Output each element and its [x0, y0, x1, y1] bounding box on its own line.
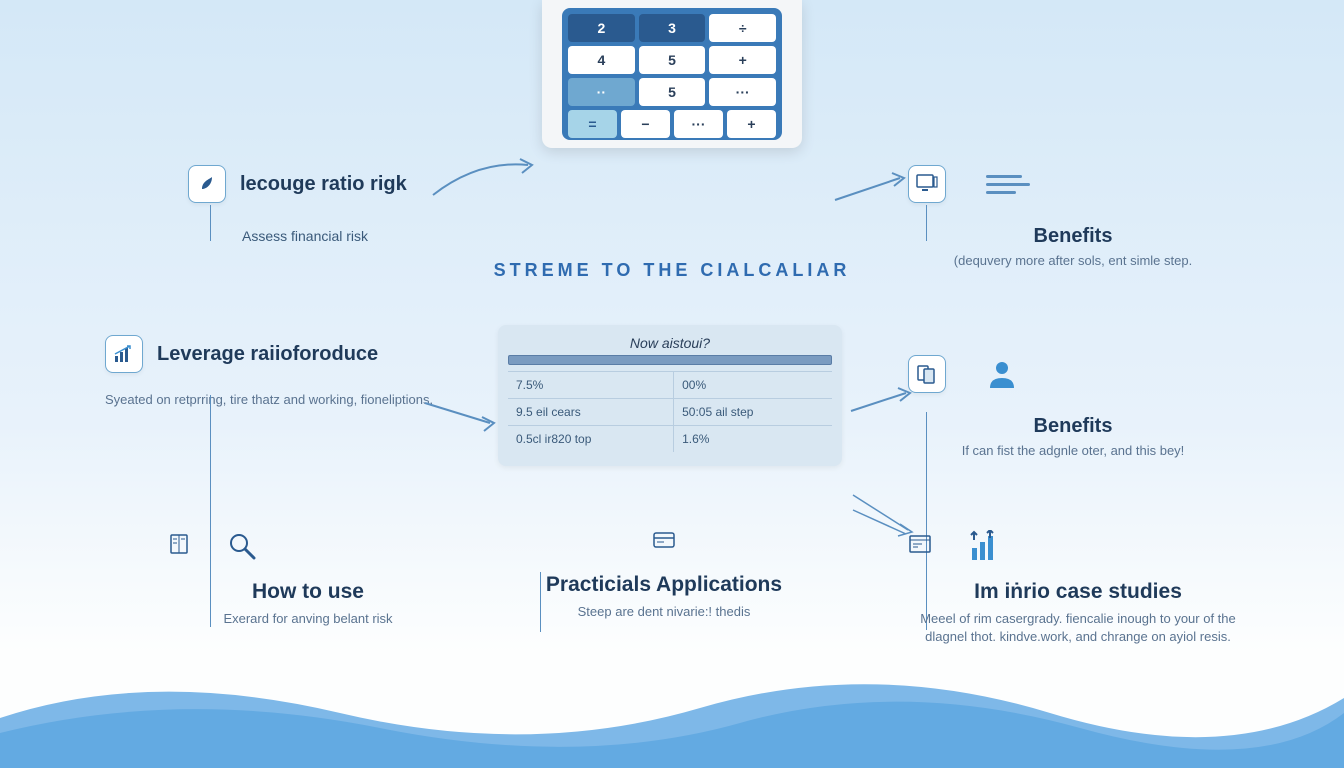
node-sub: Syeated on retprring, tire thatz and wor…	[105, 391, 465, 409]
wave-decoration	[0, 658, 1344, 768]
node-case: Im iṅrio case studies Meeel of rim caser…	[908, 530, 1248, 645]
cell: 7.5%	[508, 372, 674, 399]
calc-key: =	[568, 110, 617, 138]
arrow	[830, 170, 910, 210]
lines-icon	[986, 175, 1030, 194]
calc-key: −	[621, 110, 670, 138]
bars-up-icon	[968, 530, 1004, 562]
card-icon	[652, 530, 676, 555]
calc-key: 5	[639, 46, 706, 74]
notebook-icon	[168, 533, 190, 560]
node-sub: Assess financial risk	[242, 227, 528, 246]
connector	[540, 572, 541, 632]
node-title: Benefits	[908, 225, 1238, 248]
calc-key: 2	[568, 14, 635, 42]
node-leverage: Leverage raiioforoduce Syeated on retprr…	[105, 335, 465, 409]
chart-up-icon	[105, 335, 143, 373]
node-title: lecouge ratio rigk	[240, 173, 407, 196]
connector	[926, 205, 927, 241]
calc-key: +	[709, 46, 776, 74]
curved-arrow	[428, 155, 538, 205]
calc-key: ÷	[709, 14, 776, 42]
calc-key: 4	[568, 46, 635, 74]
table-header: Now aistoui?	[508, 335, 832, 351]
node-title: Im iṅrio case studies	[908, 580, 1248, 604]
cell: 9.5 eil cears	[508, 399, 674, 426]
calc-key: 5	[639, 78, 706, 106]
leaf-icon	[188, 165, 226, 203]
arrow	[420, 395, 500, 435]
table-bar	[508, 355, 832, 365]
calculator-graphic: 2 3 ÷ 4 5 + ·· 5 ··· = − ··· +	[542, 0, 802, 148]
node-benefits-1: Benefits (dequvery more after sols, ent …	[908, 165, 1238, 270]
calc-key: ··	[568, 78, 635, 106]
person-icon	[986, 358, 1018, 390]
calc-key: ···	[709, 78, 776, 106]
calc-key: 3	[639, 14, 706, 42]
node-sub: If can fist the adgnle oter, and this be…	[908, 442, 1238, 460]
node-title: Practicials Applications	[504, 573, 824, 597]
node-sub: Exerard for anving belant risk	[168, 610, 448, 628]
cell: 1.6%	[674, 426, 832, 453]
cell: 00%	[674, 372, 832, 399]
calc-key: +	[727, 110, 776, 138]
cell: 50:05 ail step	[674, 399, 832, 426]
node-practical: Practicials Applications Steep are dent …	[504, 530, 824, 621]
cell: 0.5cl ir820 top	[508, 426, 674, 453]
node-sub: (dequvery more after sols, ent simle ste…	[908, 252, 1238, 270]
node-howto: How to use Exerard for anving belant ris…	[168, 530, 448, 628]
node-title: Benefits	[908, 415, 1238, 438]
node-title: Leverage raiioforoduce	[157, 343, 378, 366]
data-table-card: Now aistoui? 7.5%00% 9.5 eil cears50:05 …	[498, 325, 842, 466]
calculator-body: 2 3 ÷ 4 5 + ·· 5 ··· = − ··· +	[562, 8, 782, 140]
node-sub: Steep are dent nivarie:! thedis	[504, 603, 824, 621]
node-benefits-2: Benefits If can fist the adgnle oter, an…	[908, 355, 1238, 460]
connector	[210, 205, 211, 241]
node-sub: Meeel of rim casergrady. fiencalie inoug…	[908, 610, 1248, 645]
monitor-icon	[908, 165, 946, 203]
magnifier-icon	[226, 530, 258, 562]
node-title: How to use	[168, 580, 448, 604]
arrow	[846, 385, 916, 419]
calc-key: ···	[674, 110, 723, 138]
data-table: 7.5%00% 9.5 eil cears50:05 ail step 0.5c…	[508, 371, 832, 452]
arrow	[848, 490, 918, 540]
